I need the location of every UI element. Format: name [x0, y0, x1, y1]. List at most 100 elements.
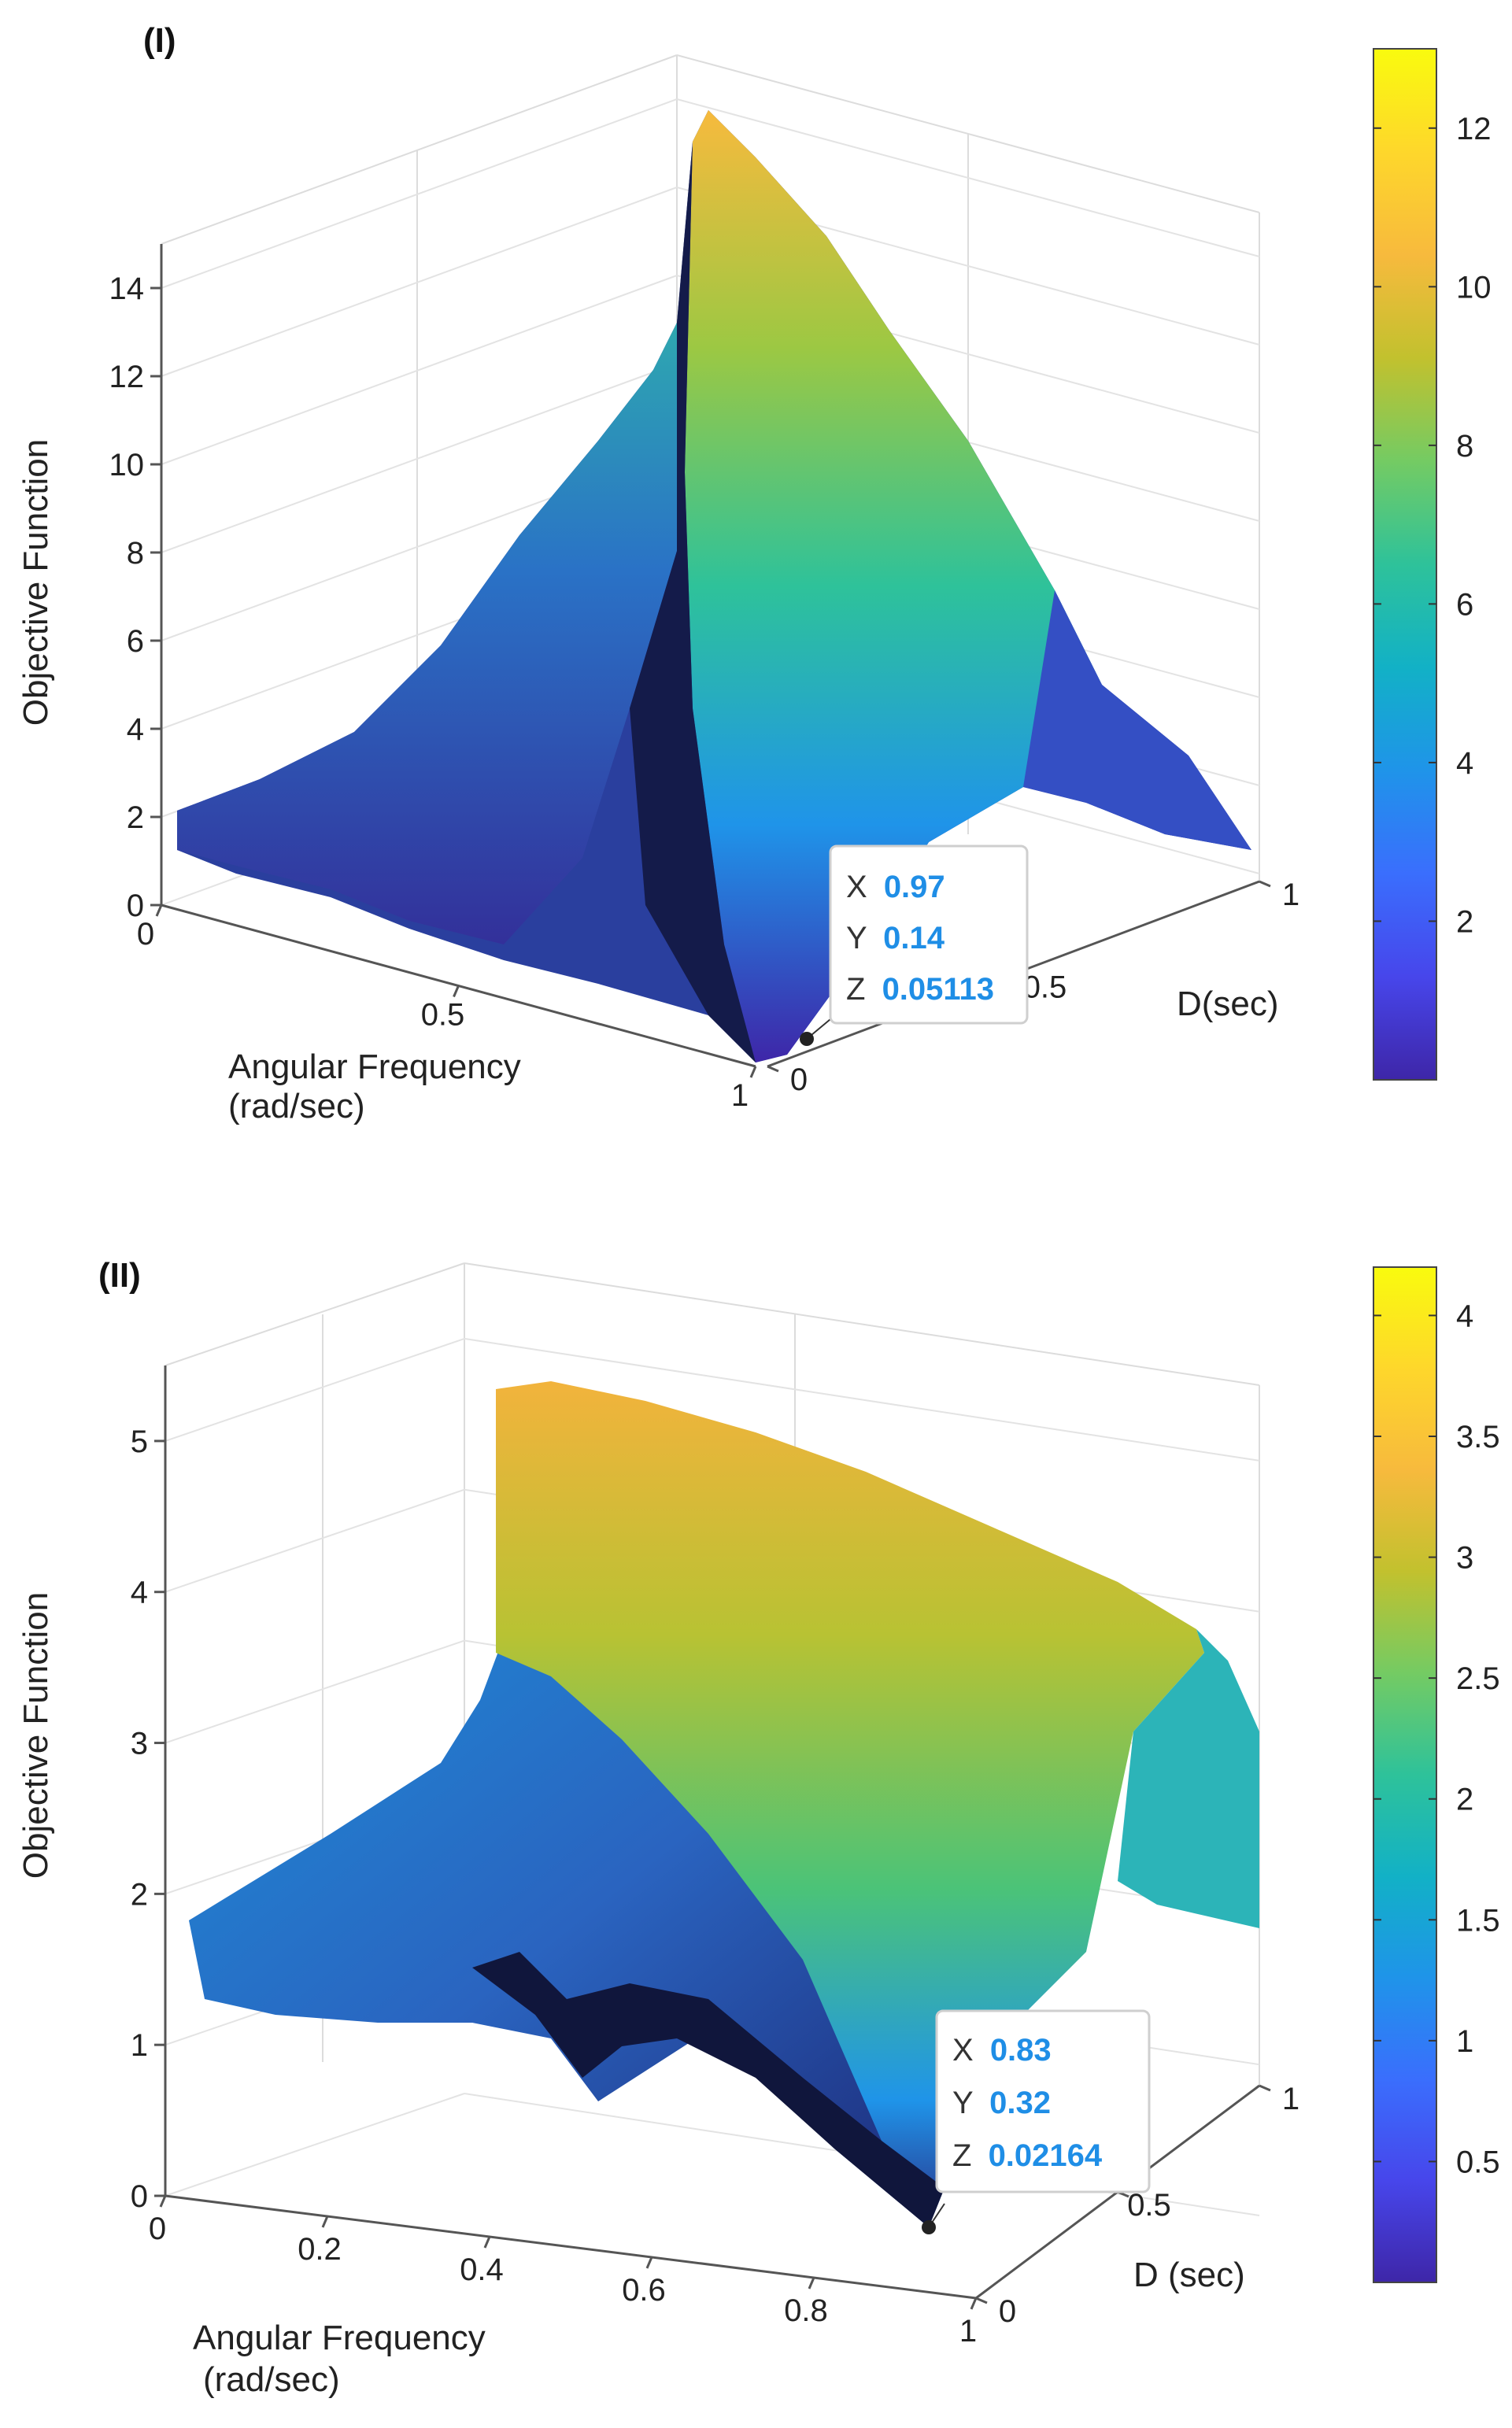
colorbar-tick-label: 10 — [1456, 270, 1492, 305]
z-gridline — [161, 187, 678, 377]
colorbar-tick-label: 2 — [1456, 904, 1473, 939]
z-tick-label: 0 — [131, 2179, 148, 2214]
surface-left-wing — [189, 1637, 929, 2227]
x-tick-label: 1 — [731, 1078, 749, 1113]
colorbar-tick-label: 2.5 — [1456, 1661, 1500, 1696]
datatip-x-value: 0.83 — [990, 2033, 1052, 2068]
colorbar — [1373, 48, 1437, 1081]
colorbar-tick-label: 6 — [1456, 587, 1473, 622]
x-tick-label: 0 — [137, 917, 154, 952]
z-tick-label: 5 — [131, 1425, 148, 1459]
x-tick-mark — [483, 2236, 491, 2249]
datatip-x-value: 0.97 — [884, 870, 945, 904]
y-axis-label: D (sec) — [1133, 2256, 1245, 2294]
z-tick-label: 4 — [131, 1576, 148, 1610]
x-tick-mark — [645, 2256, 653, 2269]
colorbar — [1373, 1266, 1437, 2283]
z-tick-label: 8 — [127, 536, 144, 571]
z-gridline — [165, 1488, 465, 1593]
surface-plot — [177, 110, 1251, 1062]
x-tick-label: 0.8 — [784, 2293, 828, 2328]
surface-right-skirt — [1023, 590, 1251, 850]
z-tick-label: 0 — [127, 889, 144, 923]
x-axis-label-line1: Angular Frequency — [193, 2319, 486, 2357]
z-tick-label: 14 — [109, 272, 145, 306]
y-axis-label: D(sec) — [1177, 985, 1279, 1023]
x-tick-label: 0 — [149, 2212, 166, 2246]
datatip[interactable]: X 0.83 Y 0.32 Z 0.02164 — [922, 2009, 1151, 2234]
datatip-marker[interactable] — [922, 2220, 936, 2234]
colorbar-tick-label: 0.5 — [1456, 2145, 1500, 2179]
datatip-marker[interactable] — [800, 1032, 814, 1046]
colorbar-tick-label: 1 — [1456, 2024, 1473, 2059]
svg-text:Z 0.05113: Z 0.05113 — [846, 972, 994, 1007]
colorbar-tick-label: 1.5 — [1456, 1903, 1500, 1938]
z-tick-label: 2 — [127, 800, 144, 835]
datatip-y-value: 0.14 — [883, 921, 945, 955]
z-gridline — [161, 275, 678, 465]
x-tick-mark — [159, 2195, 167, 2208]
surface-valley — [630, 142, 756, 1062]
x-tick-mark — [321, 2216, 329, 2228]
z-tick-label: 12 — [109, 360, 145, 394]
panel-two: (II) — [17, 1256, 1500, 2399]
z-tick-label: 3 — [131, 1727, 148, 1761]
x-tick-mark — [970, 2297, 978, 2310]
z-gridline — [165, 1639, 465, 1744]
datatip-box — [935, 2009, 1151, 2193]
y-tick-label: 0.5 — [1023, 970, 1067, 1005]
z-axis-label: Objective Function — [17, 1592, 55, 1879]
x-tick-mark — [155, 904, 163, 917]
colorbar-tick-label: 2 — [1456, 1783, 1473, 1817]
surface-right-face — [1118, 1629, 1259, 1928]
y-tick-label: 1 — [1282, 878, 1299, 912]
z-tick-label: 2 — [131, 1877, 148, 1912]
z-gridline — [161, 363, 678, 553]
z-gridline — [464, 1337, 1260, 1462]
panel-label: (II) — [98, 1256, 141, 1295]
x-tick-label: 0.6 — [622, 2273, 666, 2308]
z-gridline — [165, 2093, 465, 2197]
x-axis-label-line1: Angular Frequency — [228, 1048, 521, 1086]
svg-text:Y 0.14: Y 0.14 — [846, 921, 945, 955]
x-axis-label-line2: (rad/sec) — [228, 1087, 365, 1125]
y-tick-mark — [1259, 880, 1271, 888]
svg-text:X 0.97: X 0.97 — [846, 870, 945, 904]
colorbar-tick-label: 12 — [1456, 112, 1492, 146]
x-axis-label-line2: (rad/sec) — [203, 2360, 340, 2399]
z-gridline — [676, 98, 1260, 257]
svg-text:X 0.83: X 0.83 — [952, 2033, 1052, 2068]
y-tick-mark — [1259, 2084, 1271, 2092]
surface-plot — [189, 1381, 1259, 2227]
x-tick-mark — [453, 985, 460, 998]
y-tick-mark — [975, 2297, 988, 2304]
datatip[interactable]: X 0.97 Y 0.14 Z 0.05113 — [800, 844, 1029, 1046]
z-tick-label: 4 — [127, 712, 144, 747]
datatip-x-label: X — [952, 2033, 974, 2068]
surface-plateau — [496, 1381, 1204, 2227]
datatip-y-label: Y — [846, 921, 867, 955]
surface-front-valley — [472, 1952, 945, 2227]
z-tick-label: 10 — [109, 448, 145, 482]
z-tick-label: 1 — [131, 2028, 148, 2063]
z-gridline — [165, 1337, 465, 1442]
surface-main-peak — [685, 110, 1102, 1062]
panel-one: (I) — [17, 21, 1492, 1125]
svg-text:Z 0.02164: Z 0.02164 — [952, 2138, 1103, 2173]
panel-label: (I) — [143, 21, 176, 60]
x-tick-mark — [749, 1066, 757, 1078]
y-tick-label: 0.5 — [1127, 2188, 1171, 2223]
datatip-z-label: Z — [952, 2138, 971, 2173]
datatip-z-value: 0.02164 — [989, 2138, 1103, 2173]
datatip-y-label: Y — [952, 2086, 973, 2120]
datatip-y-value: 0.32 — [989, 2086, 1051, 2120]
svg-text:Y 0.32: Y 0.32 — [952, 2086, 1051, 2120]
y-tick-label: 0 — [790, 1062, 808, 1097]
datatip-x-label: X — [846, 870, 867, 904]
y-tick-label: 0 — [999, 2294, 1016, 2329]
datatip-box — [829, 844, 1029, 1025]
surface-left-ridge — [177, 323, 677, 944]
z-gridline — [161, 98, 678, 289]
colorbar-tick-label: 4 — [1456, 746, 1473, 781]
